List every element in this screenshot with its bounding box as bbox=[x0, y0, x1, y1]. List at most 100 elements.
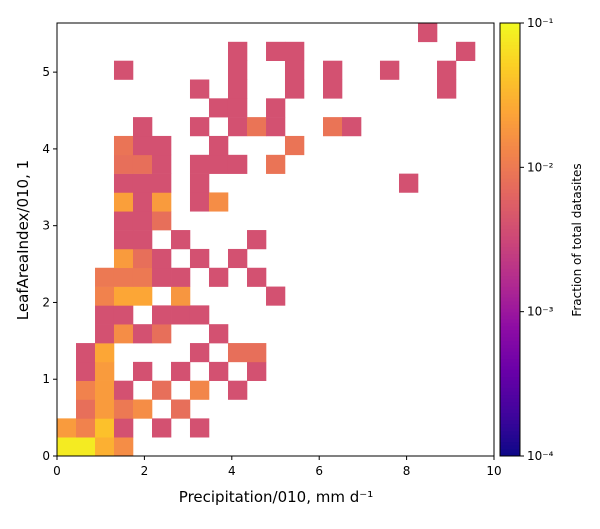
colorbar-swatch bbox=[500, 318, 520, 323]
heat-cell bbox=[284, 135, 305, 156]
heat-cell bbox=[95, 418, 115, 438]
heat-cell bbox=[132, 267, 153, 287]
colorbar-swatch bbox=[500, 127, 520, 132]
heat-cell bbox=[132, 192, 153, 212]
colorbar-swatch bbox=[500, 95, 520, 100]
heat-cell bbox=[113, 135, 134, 156]
colorbar-swatch bbox=[500, 23, 520, 28]
colorbar-swatch bbox=[500, 120, 520, 125]
heat-cell bbox=[208, 361, 229, 381]
heat-cell bbox=[113, 267, 134, 287]
colorbar-swatch bbox=[500, 315, 520, 320]
heat-cell bbox=[227, 117, 248, 137]
colorbar-swatch bbox=[500, 163, 520, 168]
colorbar-swatch bbox=[500, 196, 520, 201]
colorbar-swatch bbox=[500, 149, 520, 154]
heat-cell bbox=[247, 230, 267, 250]
heat-cell bbox=[455, 41, 476, 61]
colorbar-tick-label: 10⁻¹ bbox=[527, 16, 554, 30]
colorbar-swatch bbox=[500, 131, 520, 136]
colorbar-swatch bbox=[500, 437, 520, 443]
colorbar-swatch bbox=[500, 261, 520, 266]
heat-cell bbox=[247, 361, 267, 381]
heat-cell bbox=[227, 380, 248, 400]
heat-cell bbox=[76, 418, 96, 438]
colorbar-tick-label: 10⁻⁴ bbox=[527, 449, 554, 463]
heat-cell bbox=[76, 343, 96, 363]
heat-cell bbox=[152, 324, 172, 344]
colorbar-swatch bbox=[500, 145, 520, 150]
heat-cell bbox=[113, 399, 134, 419]
heat-cell bbox=[189, 305, 210, 325]
colorbar-swatch bbox=[500, 142, 520, 147]
heat-cell bbox=[76, 399, 96, 419]
heat-cell bbox=[247, 117, 267, 137]
colorbar-swatch bbox=[500, 430, 520, 435]
colorbar-swatch bbox=[500, 286, 520, 291]
heat-cell bbox=[113, 211, 134, 231]
colorbar-swatch bbox=[500, 365, 520, 370]
colorbar-swatch bbox=[500, 246, 520, 251]
heat-cell bbox=[266, 286, 286, 306]
heat-cell bbox=[171, 230, 191, 250]
heat-cell bbox=[152, 192, 172, 212]
colorbar-swatch bbox=[500, 362, 520, 367]
heat-cell bbox=[132, 286, 153, 306]
colorbar-swatch bbox=[500, 391, 520, 396]
heat-cell bbox=[266, 154, 286, 174]
heat-cell bbox=[227, 154, 248, 174]
heat-cell bbox=[152, 154, 172, 174]
heat-cell bbox=[76, 380, 96, 400]
colorbar-swatch bbox=[500, 210, 520, 215]
colorbar-swatch bbox=[500, 170, 520, 176]
heat-cell bbox=[189, 380, 210, 400]
colorbar-swatch bbox=[500, 271, 520, 277]
heat-cell bbox=[132, 324, 153, 344]
heat-cell bbox=[208, 267, 229, 287]
colorbar-swatch bbox=[500, 109, 520, 114]
heat-cell bbox=[323, 79, 343, 99]
x-tick-label: 0 bbox=[53, 464, 61, 478]
colorbar-swatch bbox=[500, 228, 520, 233]
colorbar-swatch bbox=[500, 268, 520, 273]
heat-cell bbox=[113, 60, 134, 80]
heat-cell bbox=[208, 154, 229, 174]
colorbar-swatch bbox=[500, 358, 520, 363]
colorbar-swatch bbox=[500, 434, 520, 439]
colorbar-swatch bbox=[500, 279, 520, 284]
colorbar-swatch bbox=[500, 225, 520, 230]
heat-cell bbox=[227, 41, 248, 61]
heat-cell bbox=[152, 380, 172, 400]
heat-cell bbox=[152, 305, 172, 325]
y-tick-label: 5 bbox=[42, 65, 50, 79]
colorbar-swatch bbox=[500, 116, 520, 121]
colorbar-swatch bbox=[500, 264, 520, 269]
colorbar-swatch bbox=[500, 354, 520, 360]
heat-cell bbox=[227, 79, 248, 99]
heat-cell bbox=[113, 437, 134, 457]
colorbar-swatch bbox=[500, 41, 520, 46]
colorbar-swatch bbox=[500, 387, 520, 392]
colorbar-swatch bbox=[500, 160, 520, 165]
y-axis-label: LeafAreaIndex/010, 1 bbox=[14, 160, 32, 320]
heat-cell bbox=[76, 361, 96, 381]
heat-cell bbox=[132, 154, 153, 174]
y-tick-label: 0 bbox=[42, 449, 50, 463]
colorbar-swatch bbox=[500, 207, 520, 212]
colorbar-swatch bbox=[500, 398, 520, 403]
colorbar-swatch bbox=[500, 98, 520, 103]
heat-cell bbox=[379, 60, 400, 80]
colorbar-swatch bbox=[500, 423, 520, 428]
heat-cell bbox=[266, 41, 286, 61]
heat-cell bbox=[152, 267, 172, 287]
colorbar-swatch bbox=[500, 427, 520, 432]
colorbar-swatch bbox=[500, 156, 520, 161]
colorbar-swatch bbox=[500, 412, 520, 417]
heat-cell bbox=[152, 173, 172, 193]
y-tick-label: 2 bbox=[42, 295, 50, 309]
colorbar-swatch bbox=[500, 26, 520, 31]
colorbar-swatch bbox=[500, 275, 520, 280]
colorbar-swatch bbox=[500, 185, 520, 190]
heat-cell bbox=[57, 418, 77, 438]
